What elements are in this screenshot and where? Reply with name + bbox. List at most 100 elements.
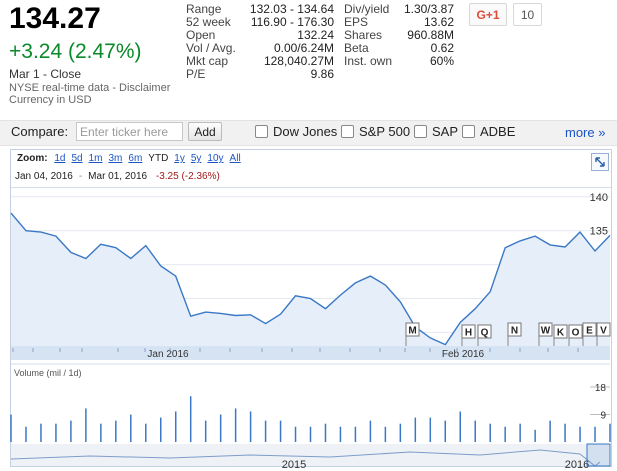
- compare-sap[interactable]: SAP: [414, 124, 458, 139]
- zoom-option-3m[interactable]: 3m: [108, 153, 123, 164]
- currency-label: Currency in USD: [9, 94, 92, 106]
- more-link[interactable]: more »: [565, 125, 606, 140]
- compare-adbe[interactable]: ADBE: [462, 124, 515, 139]
- month-label: Feb 2016: [442, 349, 485, 360]
- checkbox[interactable]: [255, 125, 268, 138]
- news-flag: [568, 324, 583, 339]
- zoom-controls: Zoom: 1d 5d 1m 3m 6m YTD 1y 5y 10y All: [17, 153, 247, 164]
- news-flag-letter: E: [586, 326, 593, 337]
- stat-label: Shares: [344, 28, 383, 42]
- checkbox[interactable]: [462, 125, 475, 138]
- range-change: -3.25 (-2.36%): [155, 171, 220, 182]
- stat-row: Beta 0.62: [344, 42, 454, 55]
- news-flag-letter: H: [465, 328, 472, 339]
- stat-label: P/E: [186, 67, 206, 81]
- close-label: Mar 1 - Close: [9, 67, 82, 81]
- stat-value: 0.00/6.24M: [273, 41, 334, 55]
- stat-value: 13.62: [423, 15, 454, 29]
- price-area: [11, 213, 610, 346]
- date-range: Jan 04, 2016- Mar 01, 2016 -3.25 (-2.36%): [15, 171, 220, 182]
- volume-axis-label: 9: [600, 411, 606, 422]
- news-flag-letter: M: [408, 326, 416, 337]
- compare-sp500[interactable]: S&P 500: [341, 124, 410, 139]
- ticker-input[interactable]: [76, 122, 183, 141]
- range-start-date[interactable]: Jan 04, 2016: [15, 171, 73, 182]
- stat-value: 132.03 - 134.64: [249, 2, 334, 16]
- zoom-option-5y[interactable]: 5y: [190, 153, 202, 164]
- zoom-option-1m[interactable]: 1m: [88, 153, 103, 164]
- stat-row: Open 132.24: [186, 29, 334, 42]
- price-value: 134.27: [9, 2, 101, 35]
- stat-row: Div/yield 1.30/3.87: [344, 3, 454, 16]
- checkbox[interactable]: [414, 125, 427, 138]
- stat-label: Inst. own: [344, 54, 393, 68]
- stat-row: Range 132.03 - 134.64: [186, 3, 334, 16]
- news-flag-letter: O: [572, 328, 580, 339]
- data-source: NYSE real-time data - Disclaimer Currenc…: [9, 82, 179, 106]
- zoom-option-6m[interactable]: 6m: [128, 153, 143, 164]
- news-flag: [405, 322, 420, 337]
- news-flag-letter: W: [541, 326, 551, 337]
- news-flag: [553, 324, 568, 339]
- month-axis-band: [11, 346, 610, 360]
- add-button[interactable]: Add: [188, 122, 222, 141]
- chart-divider: [11, 187, 611, 188]
- news-flag: [461, 324, 476, 339]
- news-flag-letter: Q: [481, 328, 489, 339]
- stat-row: Inst. own 60%: [344, 55, 454, 68]
- google-plus-button[interactable]: G+1: [469, 3, 507, 26]
- overview-year-label: 2015: [282, 459, 306, 471]
- range-end-date[interactable]: Mar 01, 2016: [88, 171, 148, 182]
- stat-row: EPS 13.62: [344, 16, 454, 29]
- stat-label: EPS: [344, 15, 369, 29]
- expand-icon: [595, 157, 605, 167]
- compare-label: Compare:: [11, 124, 69, 139]
- stat-row: Vol / Avg. 0.00/6.24M: [186, 42, 334, 55]
- key-stats-right: Div/yield 1.30/3.87 EPS 13.62 Shares 960.88M B…: [344, 3, 454, 68]
- stat-value: 960.88M: [407, 28, 454, 42]
- news-flag: [538, 322, 553, 337]
- stat-label: Open: [186, 28, 216, 42]
- price-change: +3.24 (2.47%): [9, 40, 142, 63]
- overview-strip: [11, 444, 610, 466]
- stat-value: 9.86: [310, 67, 334, 81]
- zoom-option-1y[interactable]: 1y: [174, 153, 185, 164]
- price-axis-label: 140: [590, 192, 608, 204]
- expand-chart-button[interactable]: [591, 153, 609, 171]
- zoom-option-all[interactable]: All: [229, 153, 241, 164]
- stat-value: 60%: [429, 54, 454, 68]
- stat-label: Vol / Avg.: [186, 41, 236, 55]
- news-flag-letter: K: [557, 328, 565, 339]
- volume-axis-label: 18: [595, 383, 607, 394]
- zoom-option-1d[interactable]: 1d: [54, 153, 66, 164]
- stat-row: Shares 960.88M: [344, 29, 454, 42]
- month-label: Jan 2016: [147, 349, 189, 360]
- price-axis-label: 135: [590, 226, 608, 238]
- stat-row: P/E 9.86: [186, 68, 334, 81]
- zoom-option-5d[interactable]: 5d: [71, 153, 83, 164]
- news-flag: [477, 324, 492, 339]
- stat-label: 52 week: [186, 15, 231, 29]
- checkbox[interactable]: [341, 125, 354, 138]
- price-line: [10, 212, 611, 346]
- source-disclaimer[interactable]: NYSE real-time data - Disclaimer: [9, 82, 171, 94]
- overview-line: [10, 449, 601, 467]
- stat-value: 116.90 - 176.30: [250, 15, 334, 29]
- news-flag: [507, 322, 522, 337]
- compare-dow-jones[interactable]: Dow Jones: [255, 124, 337, 139]
- overview-selection-window: [586, 443, 611, 467]
- volume-label: Volume (mil / 1d): [14, 368, 82, 378]
- chart-panel: [10, 149, 612, 467]
- stat-label: Range: [186, 2, 222, 16]
- stat-label: Beta: [344, 41, 369, 55]
- stat-value: 1.30/3.87: [403, 2, 454, 16]
- zoom-option-10y[interactable]: 10y: [207, 153, 224, 164]
- stat-row: Mkt cap 128,040.27M: [186, 55, 334, 68]
- zoom-label: Zoom:: [17, 153, 48, 164]
- key-stats-left: Range 132.03 - 134.64 52 week 116.90 - 176.…: [186, 3, 334, 81]
- overview-year-label: 2016: [565, 459, 589, 471]
- zoom-option-ytd[interactable]: YTD: [148, 153, 169, 164]
- news-flag-letter: V: [600, 326, 607, 337]
- plus-one-count: 10: [513, 3, 542, 26]
